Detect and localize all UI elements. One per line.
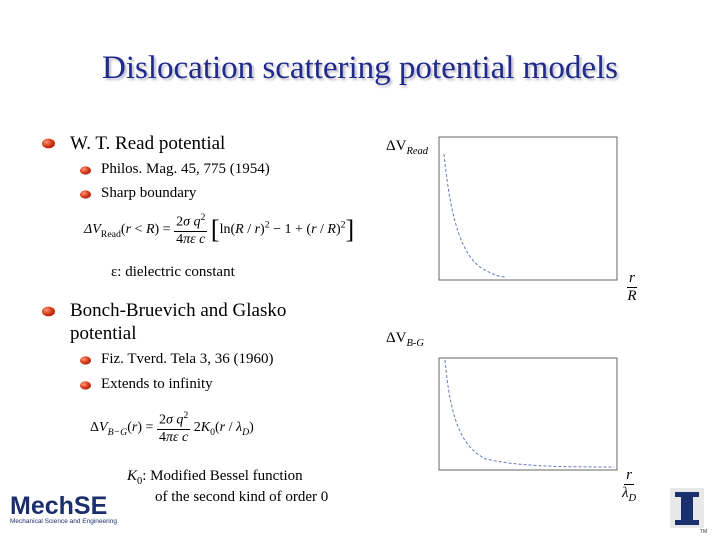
k0-symbol: K [127,468,138,484]
mechse-logo: MechSE Mechanical Science and Engineerin… [10,492,117,525]
bullet-bg-infinity [80,381,91,390]
bg-plot [438,357,618,471]
read-heading: W. T. Read potential [70,133,226,154]
read-equation: ΔVRead(r < R) = 2σ q2 4πε c [ln(R / r)2 −… [84,212,355,247]
bullet-read-boundary [80,190,91,199]
bg-heading-line1: Bonch-Bruevich and Glasko [70,300,287,321]
svg-text:Mechanical Science and Enginee: Mechanical Science and Engineering [10,518,117,525]
read-boundary: Sharp boundary [101,185,197,201]
read-reference: Philos. Mag. 45, 775 (1954) [101,161,270,177]
svg-text:TM: TM [700,529,707,534]
bg-note-text1: : Modified Bessel function [142,468,303,484]
bg-infinity: Extends to infinity [101,376,213,392]
svg-text:MechSE: MechSE [10,492,107,520]
bullet-read-ref [80,166,91,175]
read-plot [438,136,618,281]
bg-heading-line2: potential [70,323,137,344]
bg-plot-ylabel: ΔVB-G [386,330,424,349]
bullet-bg [42,306,55,317]
university-logo: TM [670,488,707,534]
bullet-bg-ref [80,356,91,365]
bullet-read [42,138,55,149]
read-note: ε: dielectric constant [111,264,235,280]
bg-curve [444,359,615,468]
k0-subscript: 0 [137,476,143,487]
bg-note-line1: K0: Modified Bessel function [127,468,303,487]
bg-plot-xlabel: r λD [622,467,637,504]
read-curve [443,153,507,278]
bg-equation: ΔVB−G(r) = 2σ q2 4πε c 2K0(r / λD) [90,410,254,445]
bg-note-line2: of the second kind of order 0 [155,489,329,505]
bg-reference: Fiz. Tverd. Tela 3, 36 (1960) [101,351,274,367]
read-plot-ylabel: ΔVRead [386,138,429,157]
slide-title: Dislocation scattering potential models [102,50,618,86]
